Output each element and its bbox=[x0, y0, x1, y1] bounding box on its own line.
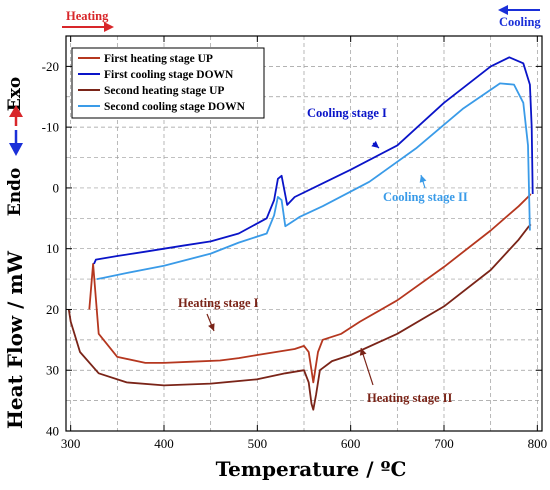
legend-label: First cooling stage DOWN bbox=[104, 69, 234, 81]
axis-ticks: 300 400 500 600 700 800 -20 -10 0 10 20 30 40 bbox=[42, 36, 547, 451]
endo-label: Endo bbox=[5, 168, 25, 217]
x-tick-label: 500 bbox=[248, 436, 268, 451]
legend-label: First heating stage UP bbox=[104, 53, 213, 65]
x-tick-label: 400 bbox=[154, 436, 174, 451]
cooling-arrow bbox=[498, 5, 540, 15]
exo-endo-arrow bbox=[9, 105, 23, 156]
heating-label: Heating bbox=[66, 9, 109, 23]
annotation-arrowhead bbox=[208, 323, 215, 331]
series-line-3 bbox=[67, 223, 532, 411]
legend-label: Second heating stage UP bbox=[104, 85, 224, 97]
y-tick-label: -20 bbox=[42, 59, 59, 74]
legend-label: Second cooling stage DOWN bbox=[104, 101, 246, 113]
series-line-1 bbox=[88, 193, 532, 384]
cooling-label: Cooling bbox=[499, 15, 541, 29]
annotation-arrowhead bbox=[359, 348, 367, 356]
series-line-4 bbox=[96, 82, 531, 280]
annotation-arrowhead bbox=[371, 140, 379, 148]
annotation-layer: Cooling stage I Cooling stage II Heating s… bbox=[178, 106, 468, 405]
annotation-arrowhead bbox=[419, 175, 427, 183]
plot-frame bbox=[65, 35, 543, 432]
heating-arrow bbox=[62, 22, 114, 32]
y-tick-label: 0 bbox=[53, 180, 60, 195]
y-axis-title: Heat Flow / mW bbox=[3, 250, 27, 429]
y-tick-label: 20 bbox=[46, 302, 59, 317]
annotation-label: Heating stage II bbox=[367, 391, 453, 405]
x-tick-label: 600 bbox=[341, 436, 361, 451]
y-tick-label: 30 bbox=[46, 363, 59, 378]
y-tick-label: 40 bbox=[46, 424, 59, 439]
series-layer bbox=[67, 56, 534, 411]
series-line-2 bbox=[93, 56, 534, 265]
annotation-label: Cooling stage I bbox=[307, 106, 387, 120]
legend: First heating stage UP First cooling stag… bbox=[71, 47, 265, 119]
x-tick-label: 800 bbox=[528, 436, 548, 451]
annotation-label: Cooling stage II bbox=[383, 190, 468, 204]
x-tick-label: 700 bbox=[434, 436, 454, 451]
x-axis-title: Temperature / ºC bbox=[216, 457, 407, 481]
x-tick-label: 300 bbox=[61, 436, 81, 451]
annotation-label: Heating stage I bbox=[178, 296, 259, 310]
y-tick-label: 10 bbox=[46, 241, 59, 256]
exo-label: Exo bbox=[5, 77, 25, 111]
y-tick-label: -10 bbox=[42, 120, 59, 135]
